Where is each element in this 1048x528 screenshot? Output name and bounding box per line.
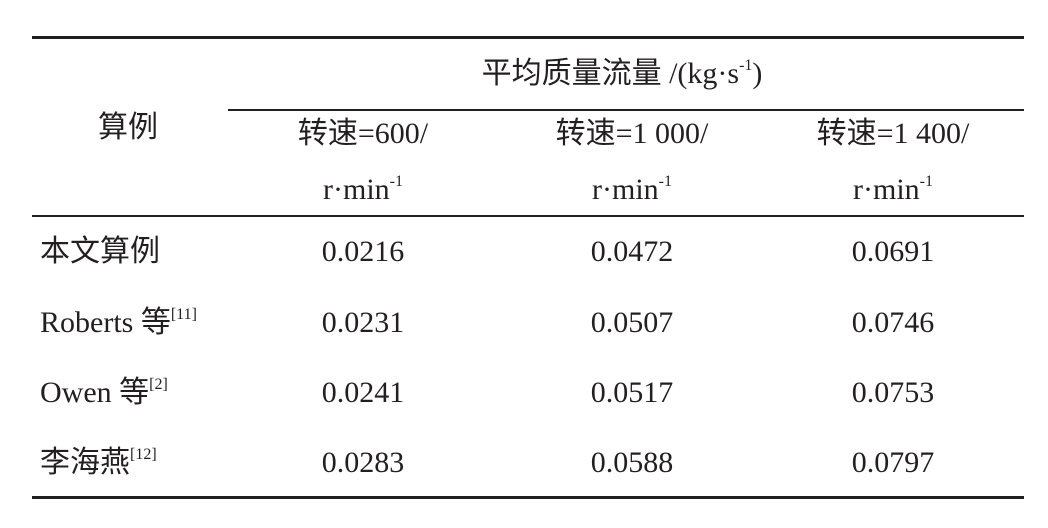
row-label: 本文算例 — [40, 234, 160, 270]
row-label: 李海燕[12] — [40, 445, 157, 481]
value-cell: 0.0753 — [851, 376, 935, 409]
column-unit: r·min — [323, 173, 390, 206]
column-unit: r·min — [592, 173, 659, 206]
group-header-sup: -1 — [739, 57, 753, 74]
value-cell: 0.0517 — [590, 376, 674, 409]
column-unit-sup: -1 — [919, 173, 933, 190]
bottom-rule — [32, 496, 1024, 499]
value-cell: 0.0588 — [590, 446, 674, 479]
column-header-line2: r·min-1 — [323, 172, 403, 208]
value-cell: 0.0472 — [590, 235, 674, 268]
column-unit-sup: -1 — [389, 173, 403, 190]
group-header: 平均质量流量 /(kg·s-1) — [482, 56, 763, 92]
group-rule — [228, 109, 1024, 111]
column-unit-sup: -1 — [658, 173, 672, 190]
row-ref: [11] — [170, 306, 197, 323]
header-rule — [32, 215, 1024, 217]
group-header-text: 平均质量流量 /(kg·s — [481, 57, 740, 90]
group-header-close: ) — [752, 57, 763, 90]
row-header: 算例 — [98, 111, 158, 144]
row-label-text: Owen 等 — [40, 376, 150, 409]
value-cell: 0.0797 — [851, 446, 935, 479]
row-label-text: 本文算例 — [40, 235, 160, 268]
row-label-text: 李海燕 — [40, 446, 130, 479]
column-header-line2: r·min-1 — [853, 172, 933, 208]
row-label: Owen 等[2] — [40, 375, 168, 411]
value-cell: 0.0746 — [851, 306, 935, 339]
column-header-line1: 转速=1 400/ — [816, 117, 970, 150]
value-cell: 0.0241 — [321, 376, 405, 409]
column-header-line1: 转速=1 000/ — [555, 117, 709, 150]
value-cell: 0.0507 — [590, 306, 674, 339]
column-header-line2: r·min-1 — [592, 172, 672, 208]
top-rule — [32, 36, 1024, 39]
value-cell: 0.0231 — [321, 306, 405, 339]
row-label-text: Roberts 等 — [40, 306, 171, 339]
value-cell: 0.0691 — [851, 235, 935, 268]
row-ref: [12] — [130, 446, 157, 463]
value-cell: 0.0216 — [321, 235, 405, 268]
value-cell: 0.0283 — [321, 446, 405, 479]
column-unit: r·min — [853, 173, 920, 206]
row-label: Roberts 等[11] — [40, 305, 197, 341]
column-header-line1: 转速=600/ — [297, 117, 429, 150]
row-ref: [2] — [149, 376, 168, 393]
